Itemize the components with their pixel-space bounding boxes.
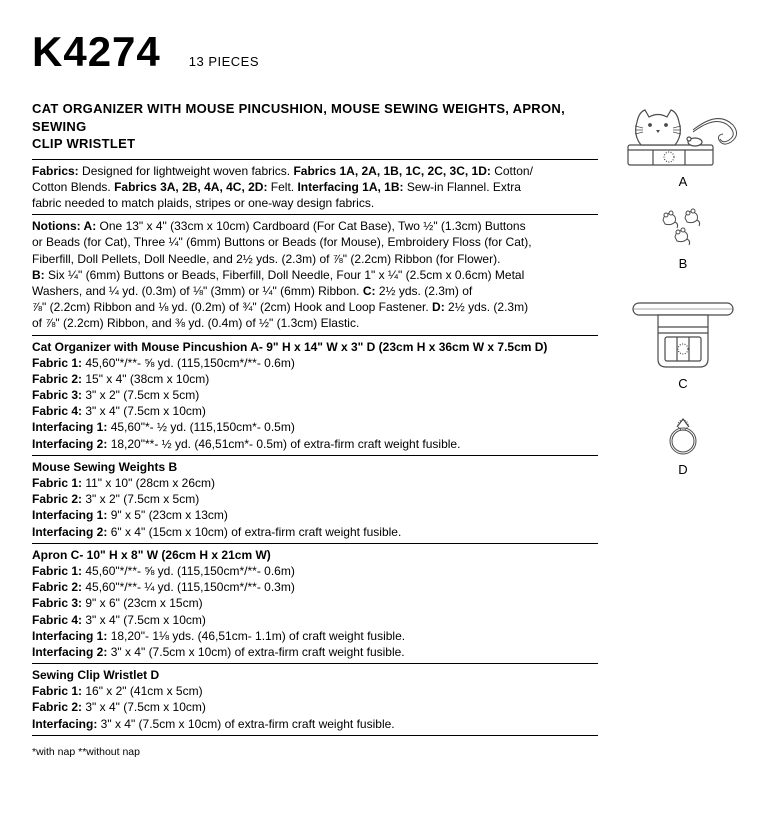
apron-i2: 3" x 4" (7.5cm x 10cm) of extra-firm cra…	[107, 645, 404, 659]
apron-i1: 18,20"- 1⅛ yds. (46,51cm- 1.1m) of craft…	[107, 629, 405, 643]
section-mouse-weights: Mouse Sewing Weights B Fabric 1: 11" x 1…	[32, 455, 598, 543]
notions-label-a: Notions: A:	[32, 219, 96, 233]
notions-text-7: of ⅞" (2.2cm) Ribbon, and ⅜ yd. (0.4m) o…	[32, 315, 598, 331]
fabrics-text-2: Cotton/	[491, 164, 533, 178]
notions-text-2: or Beads (for Cat), Three ¼" (6mm) Butto…	[32, 234, 598, 250]
apron-i2-label: Interfacing 2:	[32, 645, 107, 659]
wristlet-icon	[663, 413, 703, 458]
notions-label-b: B:	[32, 268, 45, 282]
illustration-d: D	[663, 413, 703, 477]
catorg-i2: 18,20"**- ½ yd. (46,51cm*- 0.5m) of extr…	[107, 437, 460, 451]
apron-f2: 45,60"*/**- ¼ yd. (115,150cm*/**- 0.3m)	[82, 580, 295, 594]
apron-f1-label: Fabric 1:	[32, 564, 82, 578]
notions-text-5: Washers, and ¼ yd. (0.3m) of ⅛" (3mm) or…	[32, 284, 363, 298]
content-column: CAT ORGANIZER WITH MOUSE PINCUSHION, MOU…	[32, 100, 598, 758]
interfacing-label: Interfacing 1A, 1B:	[297, 180, 403, 194]
fabrics-text-6: fabric needed to match plaids, stripes o…	[32, 195, 598, 211]
fabrics-text-4: Felt.	[267, 180, 297, 194]
wristlet-heading: Sewing Clip Wristlet D	[32, 667, 598, 683]
catorg-f3: 3" x 2" (7.5cm x 5cm)	[82, 388, 199, 402]
illustration-b: B	[653, 207, 713, 271]
notions-text-3: Fiberfill, Doll Pellets, Doll Needle, an…	[32, 251, 598, 267]
label-b: B	[679, 256, 688, 271]
section-notions: Notions: A: One 13" x 4" (33cm x 10cm) C…	[32, 214, 598, 334]
fabrics-list-1: Fabrics 1A, 2A, 1B, 1C, 2C, 3C, 1D:	[293, 164, 490, 178]
wristlet-f2: 3" x 4" (7.5cm x 10cm)	[82, 700, 206, 714]
section-apron: Apron C- 10" H x 8" W (26cm H x 21cm W) …	[32, 543, 598, 663]
catorg-f2-label: Fabric 2:	[32, 372, 82, 386]
section-wristlet: Sewing Clip Wristlet D Fabric 1: 16" x 2…	[32, 663, 598, 736]
mouse-i2: 6" x 4" (15cm x 10cm) of extra-firm craf…	[107, 525, 401, 539]
notions-text-6: ⅞" (2.2cm) Ribbon and ⅛ yd. (0.2m) of ¾"…	[32, 300, 432, 314]
mouse-i1: 9" x 5" (23cm x 13cm)	[107, 508, 228, 522]
apron-f4-label: Fabric 4:	[32, 613, 82, 627]
header: K4274 13 PIECES	[32, 28, 748, 76]
catorg-f1: 45,60"*/**- ⅝ yd. (115,150cm*/**- 0.6m)	[82, 356, 295, 370]
mouse-f2-label: Fabric 2:	[32, 492, 82, 506]
main-layout: CAT ORGANIZER WITH MOUSE PINCUSHION, MOU…	[32, 100, 748, 758]
catorg-i1-label: Interfacing 1:	[32, 420, 107, 434]
notions-text-6c: 2½ yds. (2.3m)	[445, 300, 528, 314]
label-c: C	[678, 376, 687, 391]
mouse-f1: 11" x 10" (28cm x 26cm)	[82, 476, 215, 490]
apron-f3: 9" x 6" (23cm x 15cm)	[82, 596, 203, 610]
mouse-i1-label: Interfacing 1:	[32, 508, 107, 522]
notions-text-1: One 13" x 4" (33cm x 10cm) Cardboard (Fo…	[96, 219, 525, 233]
mouse-f1-label: Fabric 1:	[32, 476, 82, 490]
pattern-number: K4274	[32, 28, 161, 76]
catorg-f2: 15" x 4" (38cm x 10cm)	[82, 372, 209, 386]
section-fabrics: Fabrics: Designed for lightweight woven …	[32, 159, 598, 215]
apron-f4: 3" x 4" (7.5cm x 10cm)	[82, 613, 206, 627]
catorg-heading: Cat Organizer with Mouse Pincushion A- 9…	[32, 339, 598, 355]
fabrics-text-5: Sew-in Flannel. Extra	[404, 180, 521, 194]
catorg-f1-label: Fabric 1:	[32, 356, 82, 370]
apron-f3-label: Fabric 3:	[32, 596, 82, 610]
label-d: D	[678, 462, 687, 477]
apron-icon	[628, 297, 738, 372]
fabrics-label: Fabrics:	[32, 164, 79, 178]
fabrics-list-2: Fabrics 3A, 2B, 4A, 4C, 2D:	[114, 180, 267, 194]
images-column: A	[618, 100, 748, 758]
title-line-2: CLIP WRISTLET	[32, 136, 135, 151]
wristlet-f1-label: Fabric 1:	[32, 684, 82, 698]
catorg-f3-label: Fabric 3:	[32, 388, 82, 402]
wristlet-i-label: Interfacing:	[32, 717, 97, 731]
wristlet-f2-label: Fabric 2:	[32, 700, 82, 714]
title-line-1: CAT ORGANIZER WITH MOUSE PINCUSHION, MOU…	[32, 101, 565, 134]
section-cat-organizer: Cat Organizer with Mouse Pincushion A- 9…	[32, 335, 598, 455]
wristlet-f1: 16" x 2" (41cm x 5cm)	[82, 684, 203, 698]
wristlet-i: 3" x 4" (7.5cm x 10cm) of extra-firm cra…	[97, 717, 394, 731]
apron-i1-label: Interfacing 1:	[32, 629, 107, 643]
label-a: A	[679, 174, 688, 189]
notions-text-5c: 2½ yds. (2.3m) of	[376, 284, 473, 298]
catorg-f4: 3" x 4" (7.5cm x 10cm)	[82, 404, 206, 418]
catorg-f4-label: Fabric 4:	[32, 404, 82, 418]
cat-organizer-icon	[623, 100, 743, 170]
mouse-weights-icon	[653, 207, 713, 252]
mouse-f2: 3" x 2" (7.5cm x 5cm)	[82, 492, 199, 506]
apron-f1: 45,60"*/**- ⅝ yd. (115,150cm*/**- 0.6m)	[82, 564, 295, 578]
notions-text-4: Six ¼" (6mm) Buttons or Beads, Fiberfill…	[45, 268, 525, 282]
notions-label-c: C:	[363, 284, 376, 298]
fabrics-text-3: Cotton Blends.	[32, 180, 114, 194]
apron-heading: Apron C- 10" H x 8" W (26cm H x 21cm W)	[32, 547, 598, 563]
footnote: *with nap **without nap	[32, 746, 598, 758]
catorg-i1: 45,60"*- ½ yd. (115,150cm*- 0.5m)	[107, 420, 294, 434]
fabrics-text-1: Designed for lightweight woven fabrics.	[79, 164, 294, 178]
catorg-i2-label: Interfacing 2:	[32, 437, 107, 451]
notions-label-d: D:	[432, 300, 445, 314]
illustration-a: A	[623, 100, 743, 189]
pattern-title: CAT ORGANIZER WITH MOUSE PINCUSHION, MOU…	[32, 100, 598, 153]
pieces-count: 13 PIECES	[189, 54, 259, 69]
mouse-i2-label: Interfacing 2:	[32, 525, 107, 539]
mouse-heading: Mouse Sewing Weights B	[32, 459, 598, 475]
illustration-c: C	[628, 297, 738, 391]
apron-f2-label: Fabric 2:	[32, 580, 82, 594]
